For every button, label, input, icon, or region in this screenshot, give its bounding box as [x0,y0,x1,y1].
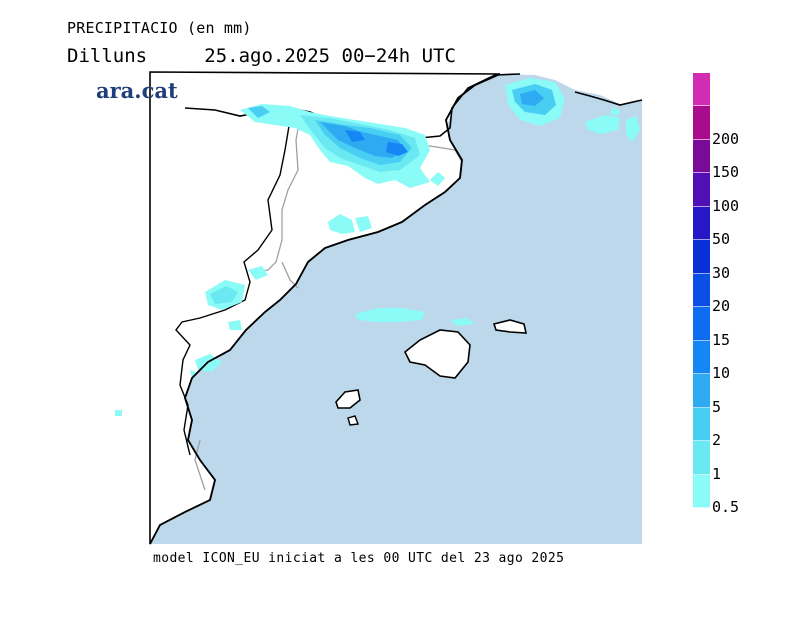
legend-swatch [693,206,710,241]
formentera-island [347,415,359,426]
gulf-of-lion-coast [574,91,643,106]
legend-label: 100 [712,196,740,215]
legend-label: 150 [712,163,740,182]
forecast-period: Dilluns 25.ago.2025 00−24h UTC [67,45,456,67]
legend-label: 10 [712,364,731,383]
legend-swatch [693,474,710,508]
legend-label: 15 [712,330,731,349]
forecast-date-range: 25.ago.2025 00−24h UTC [204,45,456,67]
map-title: PRECIPITACIO (en mm) [67,19,252,37]
mallorca-island [403,329,471,379]
legend-label: 50 [712,230,731,249]
legend-swatch [693,340,710,375]
legend-swatch [693,106,710,140]
regional-border [254,117,301,273]
model-note: model ICON_EU iniciat a les 00 UTC del 2… [153,551,565,566]
inland-border [175,119,291,456]
legend-swatch [693,273,710,308]
legend-label: 2 [712,431,722,450]
forecast-day: Dilluns [67,45,148,67]
legend-label: 1 [712,464,722,483]
legend-swatch [693,73,710,107]
legend-swatch [693,374,710,408]
regional-border-4 [194,439,206,491]
precipitation-legend [693,73,710,508]
legend-label: 0.5 [712,498,740,516]
legend-swatch [693,441,710,475]
precipitation-field [115,78,640,416]
legend-label: 20 [712,297,731,316]
legend-swatch [693,139,710,174]
iberia-coastline [149,73,501,545]
menorca-island [492,319,528,334]
ibiza-island [335,389,361,409]
legend-label: 200 [712,129,740,148]
legend-swatch [693,407,710,442]
legend-swatch [693,173,710,207]
legend-label: 5 [712,397,722,416]
legend-swatch [693,307,710,341]
ara-cat-logo[interactable]: ara.cat [96,78,178,103]
legend-label: 30 [712,263,731,282]
legend-swatch [693,240,710,274]
